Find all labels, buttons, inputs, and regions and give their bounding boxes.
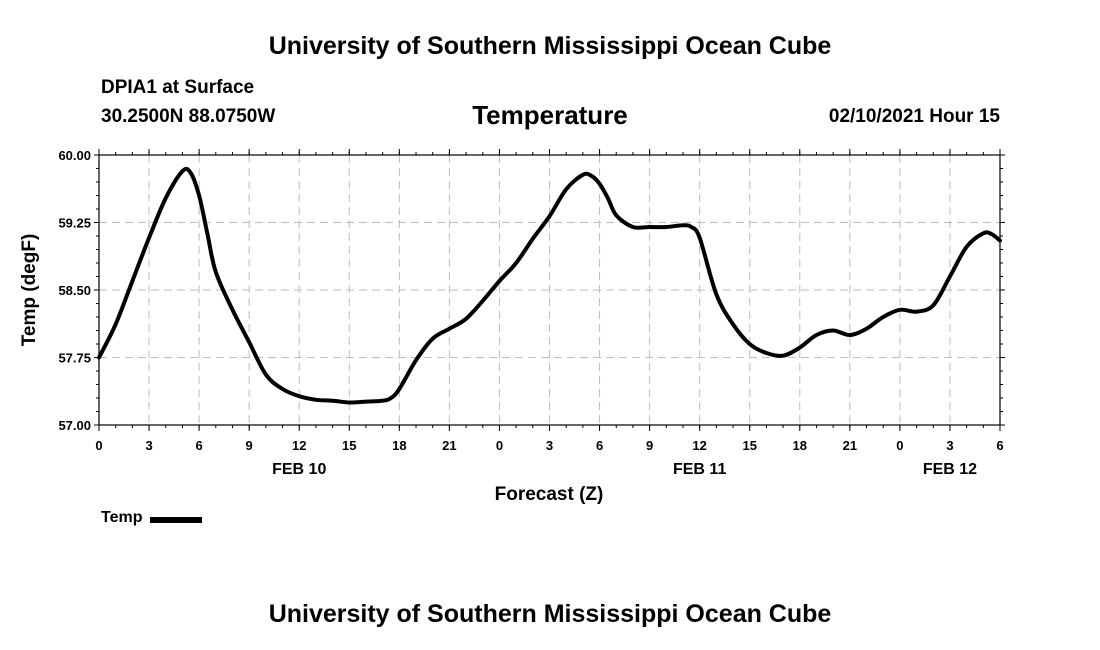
- date-label: FEB 11: [673, 461, 726, 478]
- x-tick-label: 3: [546, 438, 553, 453]
- y-axis-title: Temp (degF): [19, 234, 40, 347]
- temp-series-line: [97, 166, 1002, 405]
- x-tick-labels: 0 3 6 9 12 15 18 21 0 3 6 9 12 15 18 21 0 3 6: [95, 438, 1003, 453]
- x-tick-label: 6: [195, 438, 202, 453]
- y-tick-label: 58.50: [58, 283, 91, 298]
- x-tick-label: 18: [392, 438, 406, 453]
- legend-label: Temp: [101, 509, 143, 526]
- x-tick-label: 6: [996, 438, 1003, 453]
- x-tick-label: 3: [946, 438, 953, 453]
- x-tick-label: 12: [692, 438, 706, 453]
- legend-line-swatch: [150, 516, 203, 523]
- y-tick-label: 57.75: [58, 351, 91, 366]
- date-label: FEB 12: [923, 461, 977, 478]
- axis-ticks: [94, 149, 1005, 431]
- bottom-title: University of Southern Mississippi Ocean…: [268, 600, 832, 628]
- x-tick-label: 15: [342, 438, 356, 453]
- legend: Temp: [101, 509, 203, 527]
- grid-lines: [99, 155, 1000, 425]
- x-tick-label: 3: [145, 438, 152, 453]
- x-tick-label: 0: [95, 438, 102, 453]
- station-label: DPIA1 at Surface: [101, 77, 255, 98]
- x-tick-label: 9: [246, 438, 253, 453]
- x-tick-label: 21: [442, 438, 456, 453]
- top-title: University of Southern Mississippi Ocean…: [268, 32, 832, 60]
- x-tick-label: 18: [793, 438, 807, 453]
- x-tick-label: 15: [742, 438, 756, 453]
- y-tick-labels: 57.00 57.75 58.50 59.25 60.00: [58, 148, 91, 433]
- x-tick-label: 0: [496, 438, 503, 453]
- date-labels: FEB 10 FEB 11 FEB 12: [272, 461, 977, 478]
- x-tick-label: 9: [646, 438, 653, 453]
- y-tick-label: 60.00: [58, 148, 91, 163]
- x-tick-label: 6: [596, 438, 603, 453]
- forecast-datetime: 02/10/2021 Hour 15: [828, 106, 1000, 127]
- x-tick-label: 0: [896, 438, 903, 453]
- x-axis-title: Forecast (Z): [495, 484, 604, 505]
- x-tick-label: 12: [292, 438, 306, 453]
- y-tick-label: 59.25: [58, 216, 91, 231]
- x-tick-label: 21: [843, 438, 857, 453]
- y-tick-label: 57.00: [58, 418, 91, 433]
- coordinates-label: 30.2500N 88.0750W: [101, 106, 276, 127]
- date-label: FEB 10: [272, 461, 326, 478]
- chart-title: Temperature: [472, 100, 628, 130]
